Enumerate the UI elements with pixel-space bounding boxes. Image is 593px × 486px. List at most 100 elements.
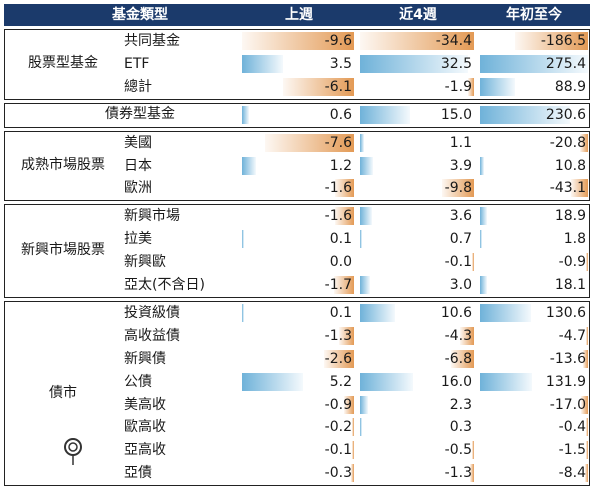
value-bar [242, 372, 303, 391]
value-label: 0.1 [329, 231, 352, 248]
value-bar [360, 32, 474, 50]
value-bar [451, 349, 474, 368]
value-label: 3.6 [449, 208, 472, 225]
value-label: 1.8 [563, 231, 586, 248]
row-label: 共同基金 [124, 33, 180, 49]
value-label: -0.1 [324, 442, 352, 459]
value-label: 18.9 [554, 208, 586, 225]
value-bar [459, 326, 474, 345]
value-bar [335, 207, 354, 226]
row-label: 日本 [124, 157, 152, 174]
value-bar [480, 303, 532, 322]
value-label: -1.6 [324, 180, 352, 197]
value-label: 3.0 [449, 277, 472, 293]
value-label: -6.8 [444, 350, 472, 367]
value-bar [472, 441, 474, 460]
value-label: 18.1 [554, 277, 586, 293]
row-label: 歐洲 [124, 180, 152, 197]
value-bar [360, 156, 373, 175]
header-week: 上週 [285, 7, 313, 23]
value-bar [571, 179, 588, 198]
group-label: 債券型基金 [105, 106, 175, 123]
value-bar [242, 54, 283, 73]
value-label: -9.6 [324, 33, 352, 49]
value-label: -6.1 [324, 78, 352, 95]
value-label: 0.7 [449, 231, 472, 248]
value-label: 88.9 [554, 78, 586, 95]
value-label: 5.2 [329, 373, 352, 390]
value-label: -0.4 [558, 419, 586, 436]
value-bar [360, 372, 414, 391]
value-label: -20.8 [549, 134, 586, 151]
row-label: 總計 [124, 78, 152, 95]
value-label: -0.2 [324, 419, 352, 436]
value-label: -9.8 [444, 180, 472, 197]
value-bar [242, 230, 244, 249]
row-label: 新興債 [124, 350, 166, 367]
value-bar [360, 418, 362, 437]
value-label: 0.3 [449, 419, 472, 436]
value-label: -1.3 [444, 465, 472, 482]
value-bar [242, 32, 354, 50]
value-label: 275.4 [545, 55, 586, 72]
value-label: -0.9 [324, 396, 352, 413]
value-label: -8.4 [558, 465, 586, 482]
value-bar [480, 230, 482, 249]
value-bar [282, 77, 354, 96]
value-bar [343, 395, 354, 414]
value-bar [586, 441, 588, 460]
value-label: 16.0 [440, 373, 472, 390]
value-label: 3.9 [449, 157, 472, 174]
row-label: 歐高收 [124, 419, 166, 436]
value-label: -4.3 [444, 327, 472, 344]
row-label: 美高收 [124, 396, 166, 413]
value-label: -1.9 [444, 78, 472, 95]
value-bar [480, 105, 571, 124]
value-bar [480, 54, 588, 73]
value-label: 131.9 [545, 373, 586, 390]
value-label: -1.6 [324, 208, 352, 225]
value-bar [335, 179, 354, 198]
value-label: -34.4 [435, 33, 472, 49]
value-label: -186.5 [540, 33, 586, 49]
value-bar [334, 276, 354, 294]
row-label: 高收益債 [124, 327, 180, 344]
value-bar [586, 326, 588, 345]
group-box [4, 204, 590, 298]
value-bar [360, 133, 364, 152]
header-ytd: 年初至今 [506, 7, 562, 23]
value-label: -0.3 [324, 465, 352, 482]
value-label: 1.2 [329, 157, 352, 174]
value-label: 3.5 [329, 55, 352, 72]
value-bar [242, 105, 249, 124]
row-label: 亞太(不含日) [124, 277, 205, 293]
row-label: 投資級債 [124, 304, 180, 321]
table-header [4, 4, 590, 26]
value-bar [586, 418, 588, 437]
value-bar [323, 349, 354, 368]
value-label: -0.9 [558, 254, 586, 271]
value-label: -17.0 [549, 396, 586, 413]
value-bar [514, 32, 588, 50]
value-label: -43.1 [549, 180, 586, 197]
value-bar [360, 395, 368, 414]
value-label: 230.6 [545, 106, 586, 123]
row-label: 公債 [124, 373, 152, 390]
value-bar [265, 133, 354, 152]
value-label: 10.6 [440, 304, 472, 321]
header-4weeks: 近4週 [399, 7, 437, 23]
value-bar [360, 276, 370, 294]
value-label: 0.0 [329, 254, 352, 271]
value-label: -7.6 [324, 134, 352, 151]
row-label: 亞高收 [124, 442, 166, 459]
value-label: -13.6 [549, 350, 586, 367]
value-bar [467, 77, 474, 96]
value-bar [480, 207, 488, 226]
value-label: -0.5 [444, 442, 472, 459]
value-label: -0.1 [444, 254, 472, 271]
value-label: 10.8 [554, 157, 586, 174]
value-bar [351, 418, 354, 437]
value-bar [360, 303, 396, 322]
value-label: -1.5 [558, 442, 586, 459]
value-label: -2.6 [324, 350, 352, 367]
